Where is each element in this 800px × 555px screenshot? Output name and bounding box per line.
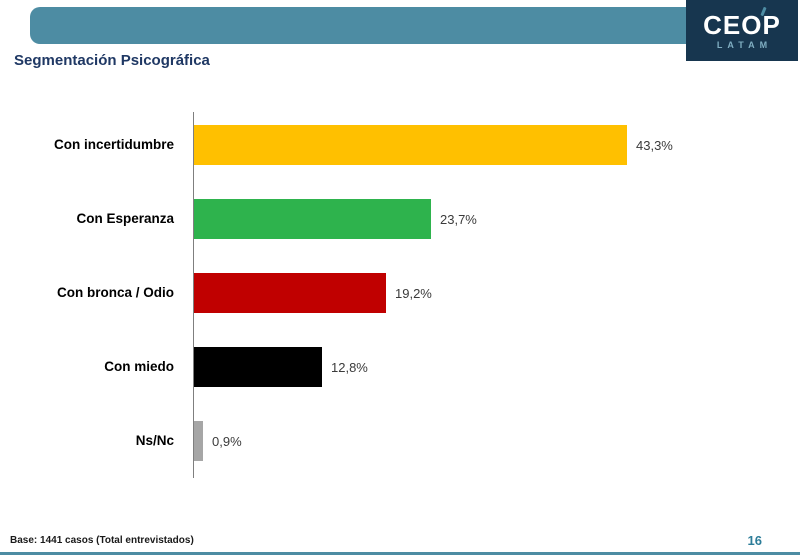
- logo-brand-text: CEOP: [703, 9, 781, 40]
- category-label: Con bronca / Odio: [0, 284, 190, 302]
- bar-value-label: 12,8%: [331, 359, 368, 375]
- category-label-text: Con Esperanza: [76, 210, 174, 226]
- category-label: Con incertidumbre: [0, 136, 190, 154]
- bar-segment: [194, 273, 386, 313]
- category-label-text: Con bronca / Odio: [57, 284, 174, 300]
- row-plot: 23,7%: [190, 182, 790, 256]
- bar-value-label: 19,2%: [395, 285, 432, 301]
- chart-axis-line: [193, 112, 194, 478]
- category-label: Ns/Nc: [0, 432, 190, 450]
- row-plot: 12,8%: [190, 330, 790, 404]
- category-label-text: Ns/Nc: [135, 432, 174, 448]
- bar-value-label: 0,9%: [212, 433, 242, 449]
- bar-segment: [194, 199, 431, 239]
- category-label-text: Con incertidumbre: [53, 136, 174, 152]
- logo-brand: CEOP: [703, 6, 781, 40]
- chart-rows: Con incertidumbre 43,3% Con Esperanza 23,7%…: [0, 108, 790, 478]
- bar-value-label: 43,3%: [636, 137, 673, 153]
- chart-row: Con bronca / Odio 19,2%: [0, 256, 790, 330]
- row-plot: 0,9%: [190, 404, 790, 478]
- bar-value-label: 23,7%: [440, 211, 477, 227]
- bar-segment: [194, 125, 627, 165]
- category-label-text: Con miedo: [104, 358, 174, 374]
- page-number: 16: [747, 533, 762, 548]
- bar-chart: Con incertidumbre 43,3% Con Esperanza 23,7%…: [0, 108, 790, 480]
- bar-segment: [194, 347, 322, 387]
- slide-title: Segmentación Psicográfica: [14, 52, 210, 69]
- row-plot: 43,3%: [190, 108, 790, 182]
- bar-segment: [194, 421, 203, 461]
- chart-row: Con incertidumbre 43,3%: [0, 108, 790, 182]
- chart-row: Con Esperanza 23,7%: [0, 182, 790, 256]
- chart-row: Ns/Nc 0,9%: [0, 404, 790, 478]
- header-band: [30, 7, 702, 44]
- logo-block: CEOP LATAM: [686, 0, 798, 61]
- base-note: Base: 1441 casos (Total entrevistados): [10, 535, 194, 546]
- bottom-divider-line: [0, 552, 800, 555]
- category-label: Con Esperanza: [0, 210, 190, 228]
- row-plot: 19,2%: [190, 256, 790, 330]
- category-label: Con miedo: [0, 358, 190, 376]
- logo-subtitle: LATAM: [716, 39, 773, 50]
- chart-row: Con miedo 12,8%: [0, 330, 790, 404]
